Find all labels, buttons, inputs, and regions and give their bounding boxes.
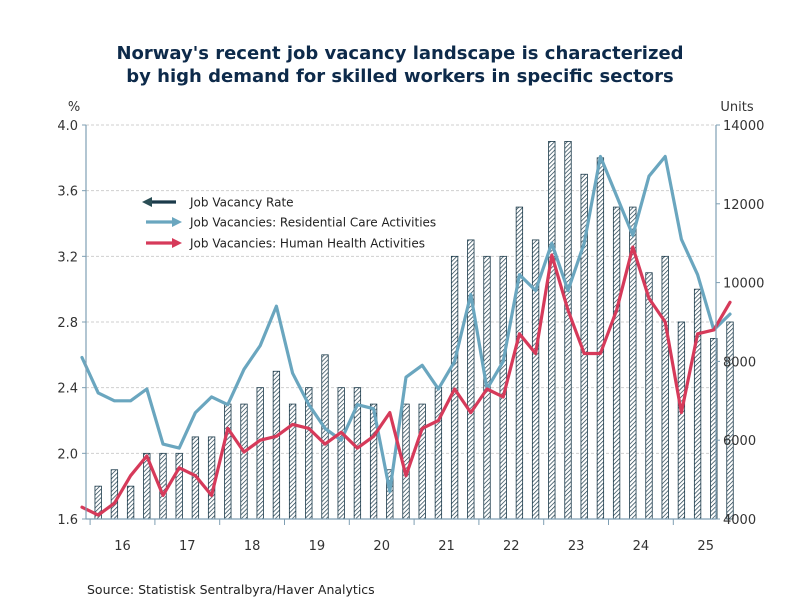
bar: [207, 436, 216, 520]
legend-arrow-bar: [142, 197, 152, 207]
bar: [337, 387, 345, 520]
bar: [693, 288, 702, 520]
bar: [726, 321, 734, 520]
chart-title: Norway's recent job vacancy landscape is…: [0, 42, 800, 88]
bar: [677, 321, 686, 520]
chart-title-line-1: Norway's recent job vacancy landscape is…: [116, 43, 684, 64]
left-tick-label: 2.4: [57, 382, 78, 397]
left-axis-label: %: [68, 100, 80, 115]
bar: [661, 255, 669, 520]
right-tick-label: 12000: [723, 198, 764, 213]
bar: [548, 141, 556, 520]
bar: [612, 206, 621, 520]
bar: [224, 403, 232, 520]
legend-arrow-residential: [172, 217, 182, 227]
legend: Job Vacancy Rate Job Vacancies: Residenti…: [142, 196, 436, 251]
bar: [256, 387, 264, 520]
x-tick-label: 24: [633, 539, 650, 554]
line-human-health: [80, 245, 732, 517]
bar: [434, 387, 443, 520]
legend-label-residential: Job Vacancies: Residential Care Activiti…: [189, 216, 436, 230]
chart-title-line-2: by high demand for skilled workers in sp…: [126, 66, 674, 87]
bar: [175, 452, 183, 520]
x-tick-label: 22: [503, 539, 520, 554]
x-tick-label: 21: [438, 539, 455, 554]
x-tick-label: 18: [244, 539, 261, 554]
bar: [126, 485, 135, 520]
left-tick-label: 3.2: [57, 250, 78, 265]
right-tick-label: 4000: [723, 513, 756, 528]
line-series: [80, 154, 732, 517]
bar: [321, 354, 329, 520]
right-tick-label: 10000: [723, 277, 764, 292]
x-tick-label: 16: [114, 539, 131, 554]
bar: [418, 403, 426, 520]
right-tick-label: 14000: [723, 119, 764, 134]
source-note: Source: Statistisk Sentralbyra/Haver Ana…: [87, 582, 375, 597]
bar: [515, 206, 524, 520]
left-tick-label: 2.8: [57, 316, 78, 331]
x-tick-label: 17: [179, 539, 196, 554]
right-axis-label: Units: [720, 100, 753, 115]
x-tick-label: 25: [697, 539, 714, 554]
legend-label-bar: Job Vacancy Rate: [189, 196, 294, 210]
bar: [564, 141, 572, 520]
x-tick-label: 19: [309, 539, 326, 554]
bar: [645, 272, 653, 520]
right-tick-label: 6000: [723, 434, 756, 449]
line-residential-care: [80, 154, 732, 493]
bar: [596, 157, 605, 520]
bar: [467, 239, 475, 520]
right-tick-label: 8000: [723, 355, 756, 370]
x-tick-label: 23: [568, 539, 585, 554]
axes: 1.6 2.0 2.4 2.8 3.2 3.6 4.0 4000 6000 8000 10000 12…: [57, 100, 764, 554]
bar: [288, 403, 297, 520]
left-tick-label: 3.6: [57, 185, 78, 200]
legend-arrow-human-health: [172, 238, 182, 248]
bar: [110, 469, 119, 520]
legend-label-human-health: Job Vacancies: Human Health Activities: [189, 237, 425, 251]
x-tick-label: 20: [373, 539, 390, 554]
left-tick-label: 4.0: [57, 119, 78, 134]
bar: [240, 403, 248, 520]
left-tick-label: 1.6: [57, 513, 78, 528]
bar: [272, 370, 281, 520]
left-tick-label: 2.0: [57, 447, 78, 462]
